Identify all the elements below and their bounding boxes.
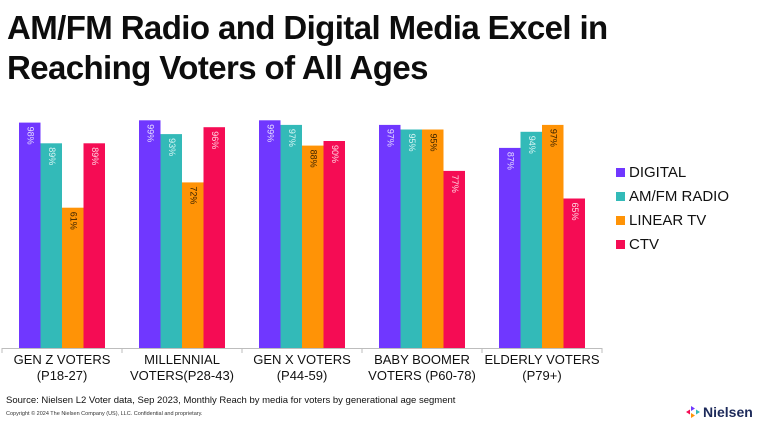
bar-ctv-2: [323, 141, 345, 348]
x-tick-label: GEN X VOTERS (P44-59): [242, 352, 362, 384]
nielsen-logo-icon: [686, 406, 700, 418]
x-tick-label-line: (P79+): [522, 368, 562, 383]
legend-item: DIGITAL: [616, 160, 729, 184]
x-tick-label-line: BABY BOOMER: [374, 352, 470, 367]
data-label: 72%: [188, 186, 198, 204]
x-tick-label-line: GEN Z VOTERS: [13, 352, 111, 367]
x-tick-label: GEN Z VOTERS (P18-27): [2, 352, 122, 384]
bar-am-fm-radio-1: [160, 134, 182, 348]
data-label: 89%: [90, 147, 100, 165]
x-tick-label-line: ELDERLY VOTERS: [484, 352, 600, 367]
x-tick-label-line: MILLENNIAL: [144, 352, 220, 367]
bar-digital-3: [379, 124, 401, 349]
chart-legend: DIGITAL AM/FM RADIO LINEAR TV CTV: [616, 160, 729, 256]
x-tick-label: BABY BOOMER VOTERS (P60-78): [362, 352, 482, 384]
legend-label: DIGITAL: [629, 163, 687, 181]
bar-am-fm-radio-4: [520, 131, 542, 348]
bar-am-fm-radio-2: [280, 124, 302, 349]
data-label: 97%: [385, 129, 395, 147]
x-tick-label: MILLENNIAL VOTERS(P28-43): [122, 352, 242, 384]
legend-swatch: [616, 167, 625, 177]
bar-linear-tv-0: [62, 207, 84, 348]
bar-linear-tv-2: [302, 145, 324, 348]
bar-ctv-0: [83, 143, 105, 348]
x-tick-label: ELDERLY VOTERS (P79+): [482, 352, 602, 384]
bar-digital-4: [499, 147, 521, 348]
legend-swatch: [616, 239, 625, 249]
bar-digital-2: [259, 120, 281, 348]
nielsen-logo: Nielsen: [686, 404, 753, 420]
legend-item: CTV: [616, 232, 729, 256]
data-label: 87%: [505, 152, 515, 170]
bar-digital-1: [139, 120, 161, 348]
bar-linear-tv-1: [182, 182, 204, 348]
bar-linear-tv-3: [422, 129, 444, 348]
legend-item: AM/FM RADIO: [616, 184, 729, 208]
legend-label: CTV: [629, 235, 659, 253]
data-label: 96%: [210, 131, 220, 149]
bar-am-fm-radio-0: [40, 143, 62, 348]
nielsen-logo-text: Nielsen: [703, 404, 753, 420]
data-label: 99%: [265, 124, 275, 142]
data-label: 77%: [450, 175, 460, 193]
legend-swatch: [616, 191, 625, 201]
bar-am-fm-radio-3: [400, 129, 422, 348]
x-tick-label-line: (P44-59): [276, 368, 328, 383]
data-label: 94%: [527, 136, 537, 154]
data-label: 97%: [287, 129, 297, 147]
data-label: 93%: [167, 138, 177, 156]
legend-swatch: [616, 215, 625, 225]
bar-ctv-4: [563, 198, 585, 348]
page-title: AM/FM Radio and Digital Media Excel in R…: [7, 9, 608, 86]
bar-chart: 98% 89% 61% 89% 99% 93% 72% 96% 99% 97% 88% 90% 97% 9…: [1, 120, 603, 353]
data-label: 65%: [570, 203, 580, 221]
bar-linear-tv-4: [542, 124, 564, 349]
data-label: 97%: [548, 129, 558, 147]
data-label: 89%: [47, 147, 57, 165]
legend-item: LINEAR TV: [616, 208, 729, 232]
bar-ctv-1: [203, 127, 225, 348]
bar-ctv-3: [443, 170, 465, 348]
x-tick-label-line: VOTERS (P60-78): [368, 368, 476, 383]
data-label: 61%: [68, 212, 78, 230]
copyright-note: Copyright © 2024 The Nielsen Company (US…: [6, 411, 203, 417]
data-label: 95%: [428, 134, 438, 152]
data-label: 99%: [145, 124, 155, 142]
x-tick-label-line: (P18-27): [36, 368, 88, 383]
source-note: Source: Nielsen L2 Voter data, Sep 2023,…: [6, 395, 456, 406]
bar-digital-0: [19, 122, 41, 348]
x-tick-label-line: GEN X VOTERS: [253, 352, 351, 367]
legend-label: LINEAR TV: [629, 211, 707, 229]
x-tick-label-line: VOTERS(P28-43): [129, 368, 235, 383]
data-label: 90%: [330, 145, 340, 163]
data-label: 88%: [308, 150, 318, 168]
data-label: 95%: [407, 134, 417, 152]
legend-label: AM/FM RADIO: [629, 187, 729, 205]
data-label: 98%: [25, 127, 35, 145]
